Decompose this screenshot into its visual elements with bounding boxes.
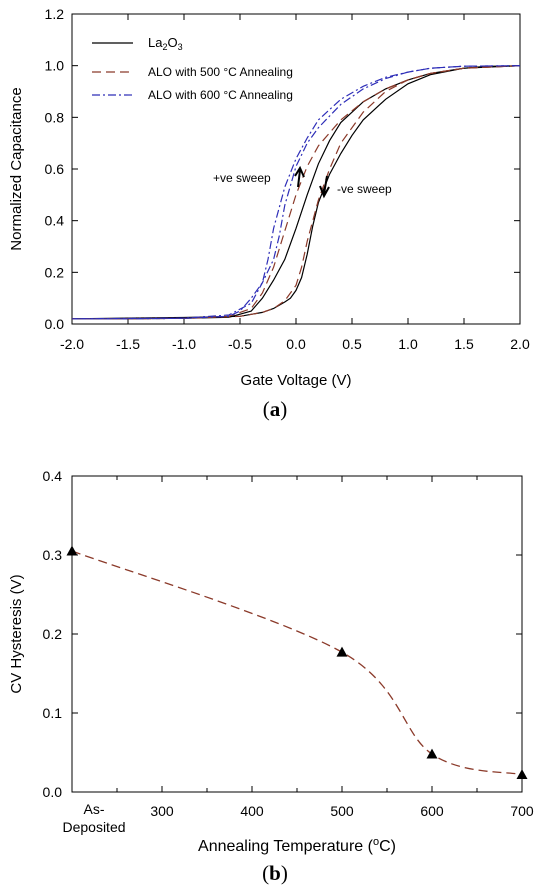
chart-a-xtick-label: 1.5: [454, 336, 474, 352]
chart-b: 0.0 0.1 0.2 0.3 0.4 300 400 500 600 700 As- Depo…: [8, 468, 534, 855]
annotation-positive-sweep: +ve sweep: [213, 171, 271, 185]
chart-a-xtick-label: 1.0: [398, 336, 418, 352]
chart-a-ylabel: Normalized Capacitance: [8, 87, 25, 250]
legend-label-la2o3: La2O3: [148, 35, 183, 52]
caption-b: (b): [262, 861, 288, 885]
chart-a-ytick-label: 0.0: [45, 316, 65, 332]
chart-a-frame: [71, 13, 521, 325]
chart-a-ytick-label: 1.2: [45, 6, 65, 22]
chart-b-ytick-label: 0.2: [43, 626, 63, 642]
chart-b-point-0: [66, 545, 78, 556]
arrow-down-icon: [319, 175, 330, 199]
chart-a-xtick-label: -1.0: [172, 336, 196, 352]
chart-a: 0.0 0.2 0.4 0.6 0.8 1.0 1.2 -2.0 -1.5 -1.0 -0.5 0.…: [8, 6, 530, 389]
chart-b-ytick-label: 0.1: [43, 705, 63, 721]
chart-b-point-1: [336, 646, 348, 657]
chart-a-ytick-label: 0.6: [45, 161, 65, 177]
chart-a-xtick-label: -1.5: [116, 336, 140, 352]
chart-b-point-2: [426, 748, 438, 759]
chart-a-series-0-reverse: [71, 65, 521, 320]
chart-a-legend: La2O3 ALO with 500 °C Annealing ALO with…: [92, 35, 293, 102]
chart-b-xtick-label: 500: [330, 803, 354, 819]
chart-a-xlabel: Gate Voltage (V): [241, 372, 352, 389]
chart-a-series-2-reverse: [71, 65, 521, 320]
chart-b-xtick-label: 300: [150, 803, 174, 819]
caption-a: (a): [263, 397, 288, 421]
chart-a-xtick-label: -2.0: [60, 336, 84, 352]
chart-a-ytick-label: 0.8: [45, 109, 65, 125]
chart-b-ytick-label: 0.0: [43, 784, 63, 800]
chart-a-ytick-label: 0.4: [45, 213, 65, 229]
legend-label-alo500: ALO with 500 °C Annealing: [148, 65, 293, 79]
chart-a-series-1-forward: [72, 65, 521, 320]
chart-b-xtick-label: 600: [420, 803, 444, 819]
chart-b-ytick-label: 0.4: [43, 468, 63, 484]
arrow-up-icon: [294, 165, 305, 188]
chart-a-ytick-label: 0.2: [45, 264, 65, 280]
chart-b-ylabel: CV Hysteresis (V): [8, 574, 25, 693]
chart-b-xtick-label: 400: [240, 803, 264, 819]
chart-a-series-0-forward: [72, 65, 521, 320]
chart-b-xtick-label: 700: [510, 803, 534, 819]
chart-b-point-3: [516, 769, 528, 780]
annotation-negative-sweep: -ve sweep: [337, 182, 392, 196]
chart-a-series-1-reverse: [71, 65, 521, 320]
chart-a-xtick-label: -0.5: [228, 336, 252, 352]
chart-a-xtick-label: 0.5: [342, 336, 362, 352]
chart-b-series-line: [71, 550, 523, 776]
chart-a-xtick-label: 2.0: [510, 336, 530, 352]
chart-a-ytick-label: 1.0: [45, 58, 65, 74]
chart-b-ytick-label: 0.3: [43, 547, 63, 563]
legend-label-alo600: ALO with 600 °C Annealing: [148, 88, 293, 102]
chart-b-xlabel: Annealing Temperature (oC): [198, 836, 396, 855]
chart-a-series-2-forward: [72, 65, 521, 320]
chart-b-frame: [71, 475, 523, 793]
chart-b-first-xtick-line2: Deposited: [62, 819, 125, 835]
chart-b-first-xtick-line1: As-: [84, 801, 105, 817]
chart-a-xtick-label: 0.0: [286, 336, 306, 352]
